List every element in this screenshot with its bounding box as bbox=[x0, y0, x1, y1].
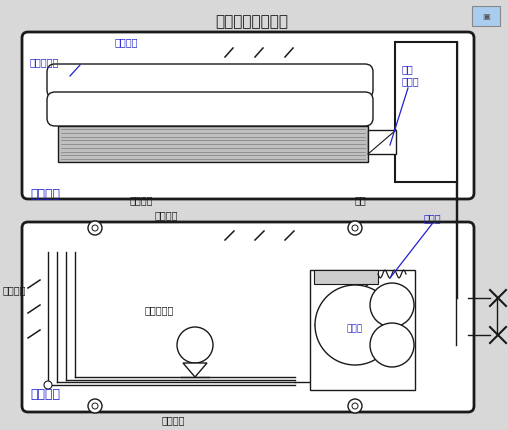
Bar bbox=[314, 270, 378, 284]
Circle shape bbox=[352, 225, 358, 231]
Circle shape bbox=[370, 323, 414, 367]
Text: 风机
电动机: 风机 电动机 bbox=[402, 64, 420, 86]
Text: 室外机组: 室外机组 bbox=[30, 388, 60, 402]
Text: 室外进风: 室外进风 bbox=[155, 210, 178, 220]
FancyBboxPatch shape bbox=[47, 92, 373, 126]
Text: 压缩机: 压缩机 bbox=[347, 325, 363, 334]
Text: 室内进风: 室内进风 bbox=[115, 37, 139, 47]
Text: 分体挂壁式空调器: 分体挂壁式空调器 bbox=[215, 14, 289, 29]
FancyBboxPatch shape bbox=[47, 64, 373, 98]
Bar bbox=[472, 6, 500, 26]
Circle shape bbox=[88, 399, 102, 413]
Circle shape bbox=[348, 221, 362, 235]
Text: 室内出风: 室内出风 bbox=[130, 195, 153, 205]
Circle shape bbox=[315, 285, 395, 365]
Text: 室外进风: 室外进风 bbox=[3, 285, 26, 295]
Text: 室外出风: 室外出风 bbox=[162, 415, 185, 425]
Bar bbox=[395, 42, 457, 182]
Circle shape bbox=[44, 381, 52, 389]
FancyBboxPatch shape bbox=[22, 32, 474, 199]
Text: 风机: 风机 bbox=[355, 195, 367, 205]
Text: 室内机组: 室内机组 bbox=[30, 188, 60, 202]
Bar bbox=[58, 126, 368, 162]
Circle shape bbox=[177, 327, 213, 363]
Circle shape bbox=[88, 221, 102, 235]
FancyBboxPatch shape bbox=[22, 222, 474, 412]
Text: ▣: ▣ bbox=[482, 12, 490, 21]
Polygon shape bbox=[183, 363, 207, 377]
Circle shape bbox=[348, 399, 362, 413]
Text: 室外换热器: 室外换热器 bbox=[145, 305, 174, 315]
Text: 换向阀: 换向阀 bbox=[424, 213, 441, 223]
Bar bbox=[368, 130, 396, 154]
Circle shape bbox=[92, 403, 98, 409]
Circle shape bbox=[92, 225, 98, 231]
Circle shape bbox=[352, 403, 358, 409]
Bar bbox=[310, 270, 415, 390]
Circle shape bbox=[370, 283, 414, 327]
Text: 室内换热器: 室内换热器 bbox=[30, 57, 59, 67]
